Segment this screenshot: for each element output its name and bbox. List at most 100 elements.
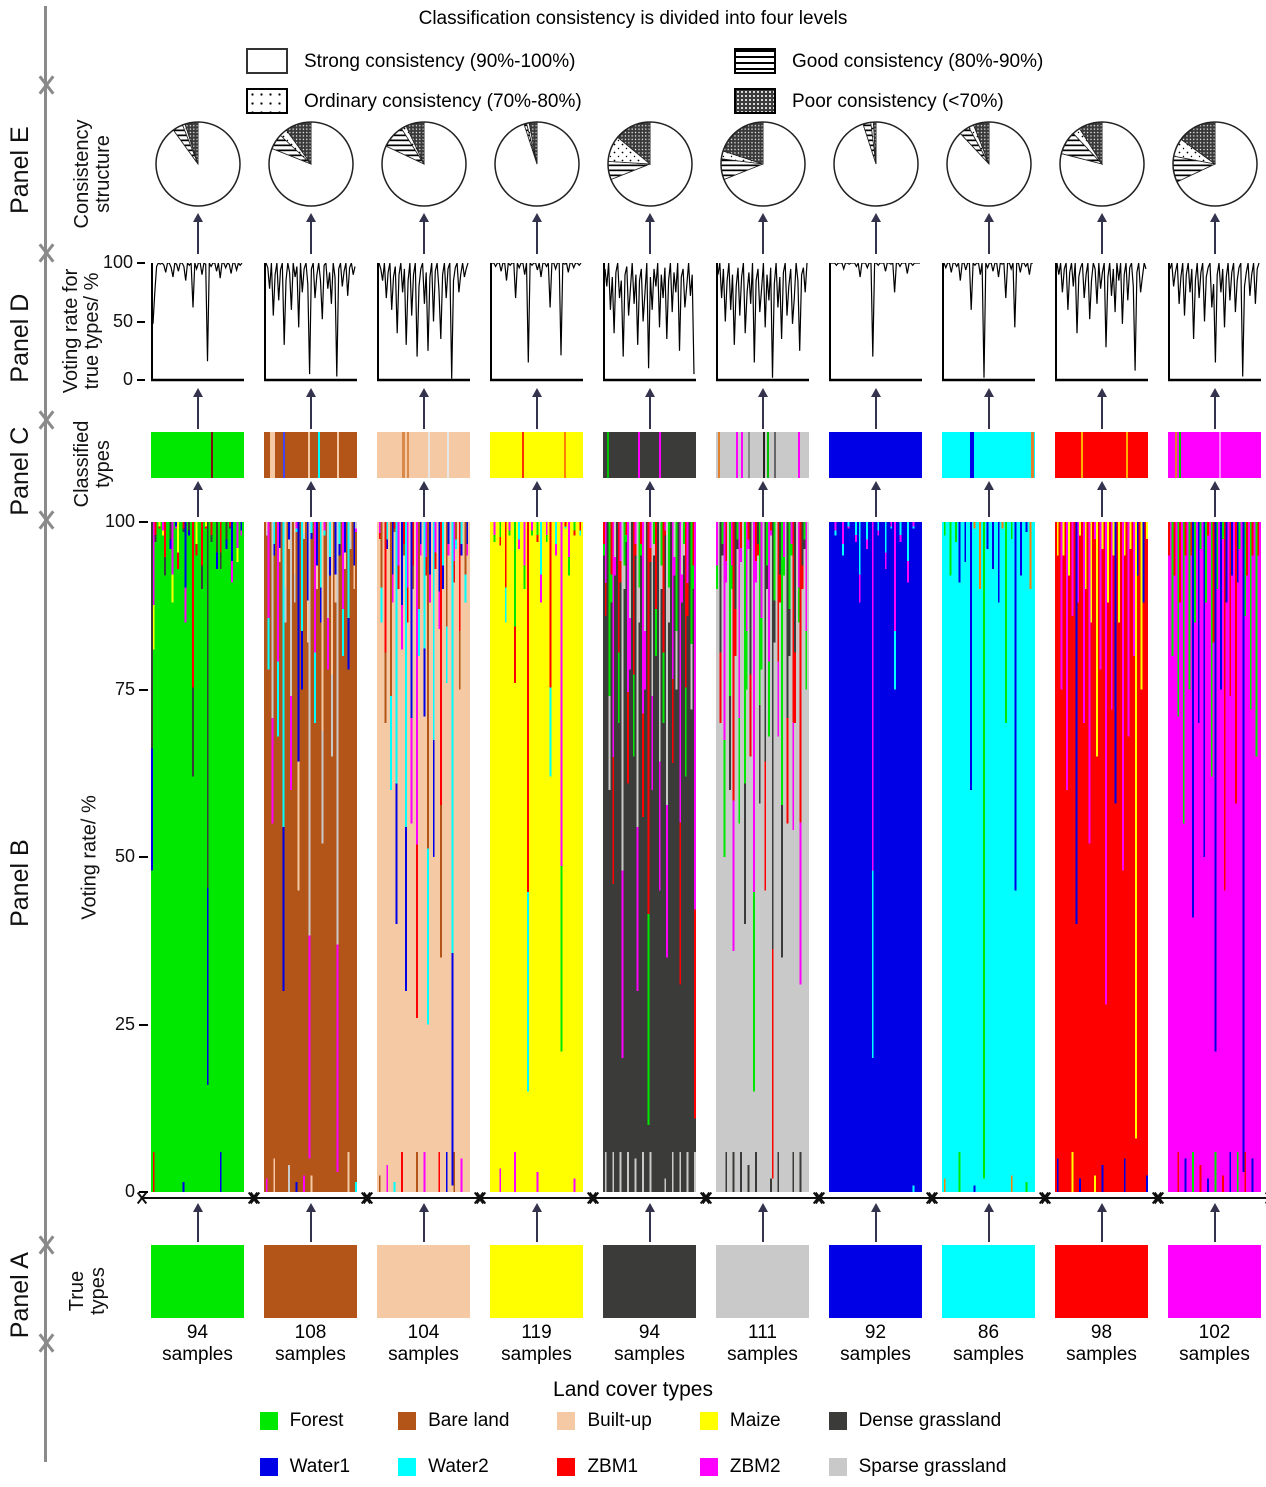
bar-segment <box>729 790 732 1192</box>
bar-segment <box>319 622 323 1192</box>
bar-segment <box>1244 615 1247 1152</box>
bar-segment <box>1095 756 1099 1192</box>
bar-segment <box>1105 835 1108 1005</box>
bar-segment <box>267 522 270 618</box>
bar-segment <box>1179 522 1182 575</box>
b-tick-label-75: 75 <box>114 678 135 699</box>
arrow-d-to-e-7-stem <box>874 221 877 254</box>
bar-segment <box>788 656 791 1192</box>
bar-segment <box>632 674 635 757</box>
bar-segment <box>847 526 850 529</box>
bar-segment <box>1169 522 1173 1192</box>
bar-segment <box>986 539 989 549</box>
arrow-c-to-d-6-stem <box>761 396 764 429</box>
bar-segment <box>1168 543 1171 556</box>
bar-segment <box>152 522 156 605</box>
bar-segment <box>955 542 958 1192</box>
bar-segment <box>1001 522 1004 527</box>
bar-segment <box>629 669 632 1192</box>
bar-segment <box>380 622 383 1192</box>
bar-segment <box>355 1181 358 1192</box>
bar-segment <box>677 522 680 1192</box>
bar-segment <box>388 522 391 1192</box>
bar-segment <box>384 723 387 1192</box>
bar-segment <box>1088 522 1091 732</box>
bar-segment <box>634 555 637 1159</box>
bar-segment <box>195 522 198 544</box>
bar-segment <box>853 522 856 1192</box>
bar-segment <box>1101 548 1104 1166</box>
bar-segment <box>855 542 858 1192</box>
bar-segment <box>1121 522 1125 749</box>
bar-segment <box>416 1151 419 1192</box>
bar-segment <box>240 530 243 536</box>
bar-segment <box>830 522 834 1192</box>
bar-segment <box>173 522 176 1192</box>
bar-segment <box>521 522 524 1192</box>
bar-segment <box>1242 522 1245 945</box>
bar-segment <box>736 548 739 1192</box>
bar-segment <box>621 522 624 871</box>
bar-segment <box>210 535 213 543</box>
bar-segment <box>777 1151 780 1192</box>
bar-segment <box>788 609 791 656</box>
bar-segment <box>795 522 799 1192</box>
bar-segment <box>327 617 330 670</box>
bar-segment <box>445 626 449 683</box>
bar-segment <box>912 1185 915 1192</box>
bar-segment <box>297 761 300 891</box>
bar-segment <box>986 548 989 1192</box>
bar-segment <box>1136 522 1140 557</box>
bar-segment <box>391 522 395 575</box>
voting-line-chart-9 <box>1055 262 1148 382</box>
bar-segment <box>1249 643 1253 710</box>
voting-rate-line <box>1169 262 1260 377</box>
bar-segment <box>1121 748 1125 871</box>
panel-e-label: Panel E <box>5 126 34 214</box>
bar-segment <box>545 522 549 536</box>
stacked-bar-column-1 <box>151 522 245 1192</box>
strip-streak <box>1179 432 1182 478</box>
bar-segment <box>1084 565 1087 589</box>
bar-segment <box>1168 522 1171 544</box>
bar-segment <box>288 1165 291 1192</box>
sample-count: 111 <box>748 1322 777 1343</box>
bar-segment <box>1221 522 1225 533</box>
stacked-bars-svg <box>490 522 584 1192</box>
bar-segment <box>378 532 382 539</box>
bar-segment <box>747 522 750 540</box>
bar-segment <box>668 587 671 623</box>
bar-segment <box>1008 522 1012 1192</box>
bar-segment <box>1214 522 1217 867</box>
panel-a-axis-title: True types <box>66 1267 109 1315</box>
bar-segment <box>1184 1158 1187 1192</box>
bar-segment <box>1025 528 1028 533</box>
bar-segment <box>964 562 967 1192</box>
consistency-pie-2 <box>265 118 357 210</box>
bar-segment <box>508 530 511 536</box>
arrow-a-to-b-7-head <box>870 1203 881 1212</box>
arrow-b-to-c-6-head <box>757 481 768 490</box>
bar-segment <box>303 538 306 1176</box>
bar-segment <box>769 522 773 531</box>
bar-segment <box>295 1181 298 1192</box>
bar-segment <box>1190 555 1193 1192</box>
b-tick-25 <box>139 1023 148 1026</box>
bar-segment <box>964 548 967 563</box>
land-cover-swatch <box>259 1458 278 1476</box>
arrow-b-to-c-7-stem <box>874 489 877 517</box>
bar-segment <box>945 522 948 1192</box>
bar-segment <box>395 783 398 924</box>
bar-segment <box>353 589 356 1192</box>
bar-segment <box>1071 522 1074 583</box>
bar-segment <box>314 723 317 1192</box>
bar-segment <box>425 575 428 1192</box>
bar-segment <box>204 528 208 1192</box>
arrow-d-to-e-3-stem <box>422 221 425 254</box>
bar-segment <box>1081 522 1084 1192</box>
b-baseline-6 <box>706 1197 819 1199</box>
bar-segment <box>1220 630 1223 690</box>
bar-segment <box>440 957 443 1192</box>
bar-segment <box>1010 522 1014 533</box>
strip-streak <box>741 432 744 478</box>
